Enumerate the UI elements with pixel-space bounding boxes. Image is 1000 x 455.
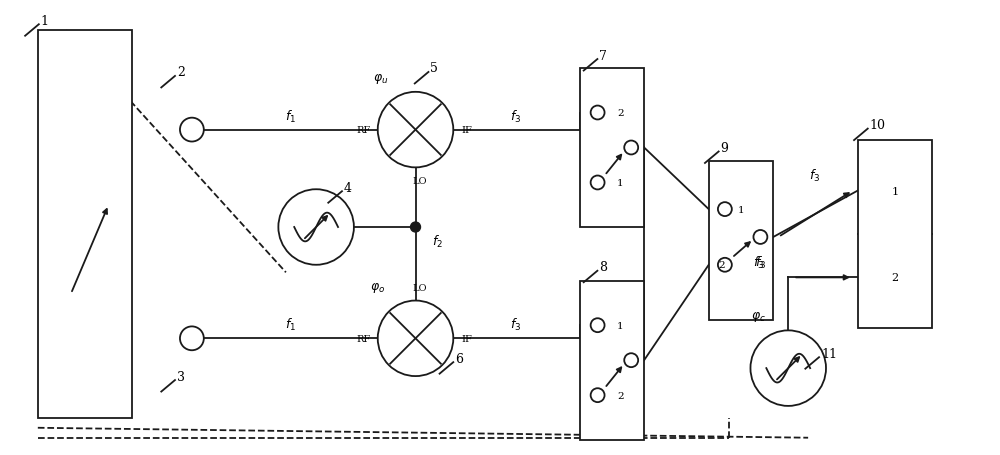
Text: 2: 2 [892,273,899,283]
Bar [858,140,932,329]
Text: $f_3$: $f_3$ [753,254,764,270]
Text: $f_2$: $f_2$ [432,233,443,249]
Text: RF: RF [357,334,371,343]
Text: LO: LO [412,177,427,185]
Text: 2: 2 [617,391,624,400]
Text: RF: RF [357,126,371,135]
Text: 3: 3 [177,370,185,383]
Text: IF: IF [462,126,473,135]
Text: $f_3$: $f_3$ [510,317,522,333]
Text: 2: 2 [177,66,185,79]
Text: $f_3$: $f_3$ [809,167,821,183]
Circle shape [718,203,732,217]
Circle shape [750,331,826,406]
Text: LO: LO [412,283,427,293]
Circle shape [378,301,453,376]
Text: IF: IF [462,334,473,343]
Text: 1: 1 [617,321,624,330]
Text: 1: 1 [892,186,899,196]
Circle shape [591,318,605,333]
Text: 11: 11 [821,347,837,360]
Text: $f_3$: $f_3$ [755,254,766,270]
Circle shape [718,258,732,272]
Circle shape [180,327,204,350]
Bar [580,69,644,228]
Text: 1: 1 [738,205,744,214]
Bar [38,31,132,418]
Text: 1: 1 [617,178,624,187]
Text: 5: 5 [430,62,438,76]
Text: 6: 6 [455,352,463,365]
Text: $\varphi_o$: $\varphi_o$ [370,280,385,294]
Circle shape [180,118,204,142]
Text: 2: 2 [617,109,624,118]
Circle shape [624,354,638,367]
Text: 8: 8 [599,261,607,273]
Circle shape [411,222,420,233]
Text: $f_1$: $f_1$ [285,108,296,125]
Circle shape [591,106,605,120]
Text: 2: 2 [718,261,725,270]
Text: 10: 10 [870,119,886,132]
Circle shape [591,176,605,190]
Text: $f_1$: $f_1$ [285,317,296,333]
Circle shape [624,141,638,155]
Bar [580,281,644,440]
Bar [709,162,773,321]
Text: 9: 9 [721,142,729,155]
Text: 4: 4 [344,182,352,194]
Circle shape [591,389,605,402]
Text: 1: 1 [41,15,49,28]
Text: 7: 7 [599,50,607,62]
Circle shape [378,93,453,168]
Circle shape [753,231,767,244]
Circle shape [278,190,354,265]
Text: $f_3$: $f_3$ [510,108,522,125]
Text: $\varphi_u$: $\varphi_u$ [373,72,388,86]
Text: $\varphi_c$: $\varphi_c$ [751,310,766,324]
